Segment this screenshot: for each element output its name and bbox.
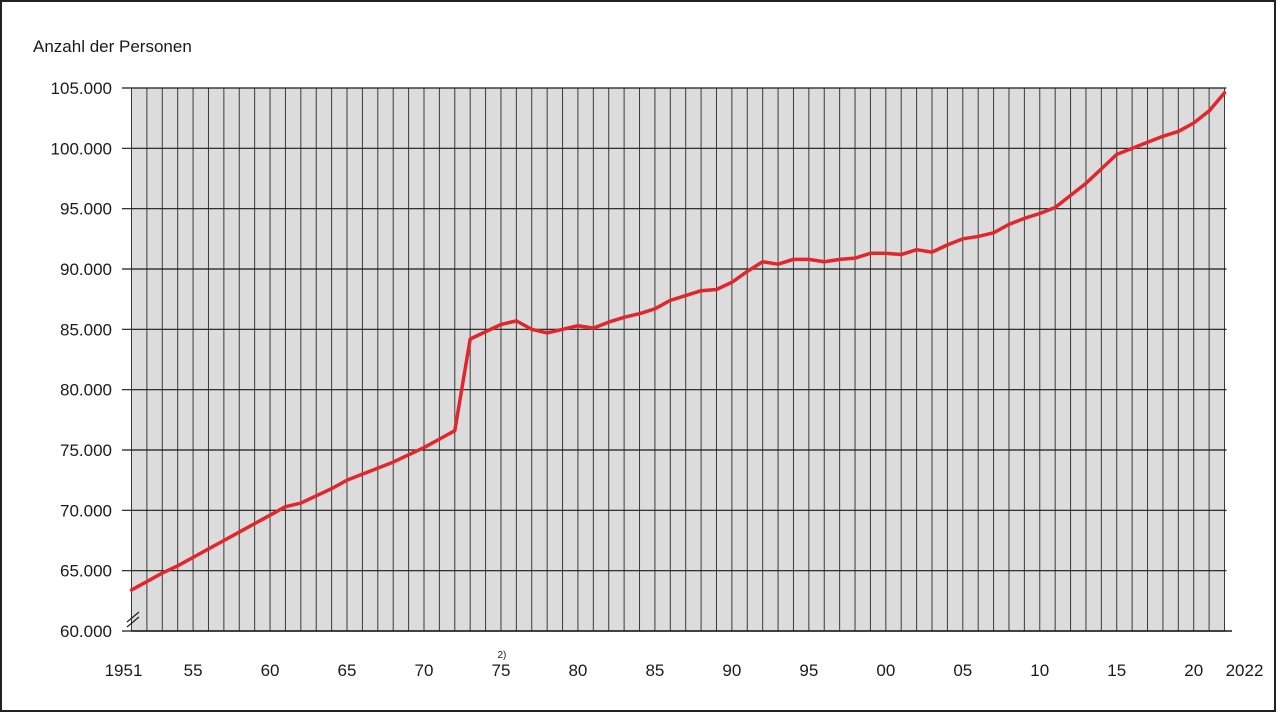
plot-background — [131, 88, 1225, 631]
series-line — [129, 91, 1227, 592]
x-tick-label: 2022 — [1226, 661, 1264, 680]
y-tick-label: 95.000 — [60, 200, 112, 219]
x-tick-label: 15 — [1107, 661, 1126, 680]
y-tick-label: 75.000 — [60, 441, 112, 460]
y-tick-label: 90.000 — [60, 260, 112, 279]
x-tick-label: 70 — [415, 661, 434, 680]
y-tick-label: 100.000 — [51, 139, 112, 158]
x-tick-label: 20 — [1184, 661, 1203, 680]
x-tick-label: 75 — [492, 661, 511, 680]
x-tick-label: 65 — [338, 661, 357, 680]
x-tick-label: 00 — [876, 661, 895, 680]
x-tick-label: 60 — [261, 661, 280, 680]
x-tick-label: 90 — [722, 661, 741, 680]
x-tick-label: 80 — [568, 661, 587, 680]
axis-break-mark — [126, 611, 140, 623]
y-tick-label: 85.000 — [60, 320, 112, 339]
y-axis-title: Anzahl der Personen — [33, 37, 192, 56]
x-tick-label: 95 — [799, 661, 818, 680]
x-tick-label: 55 — [184, 661, 203, 680]
x-tick-label: 05 — [953, 661, 972, 680]
footnote-marker: 2) — [498, 650, 507, 661]
y-tick-label: 60.000 — [60, 622, 112, 641]
axis-break-mark — [126, 616, 140, 628]
x-tick-label: 85 — [645, 661, 664, 680]
y-tick-label: 80.000 — [60, 381, 112, 400]
y-tick-label: 65.000 — [60, 562, 112, 581]
x-tick-label: 1951 — [105, 661, 143, 680]
y-tick-label: 105.000 — [51, 79, 112, 98]
y-tick-label: 70.000 — [60, 501, 112, 520]
plot-area: 60.000 65.000 70.000 75.000 80.000 85.000 90.0… — [51, 79, 1264, 680]
x-tick-label: 10 — [1030, 661, 1049, 680]
